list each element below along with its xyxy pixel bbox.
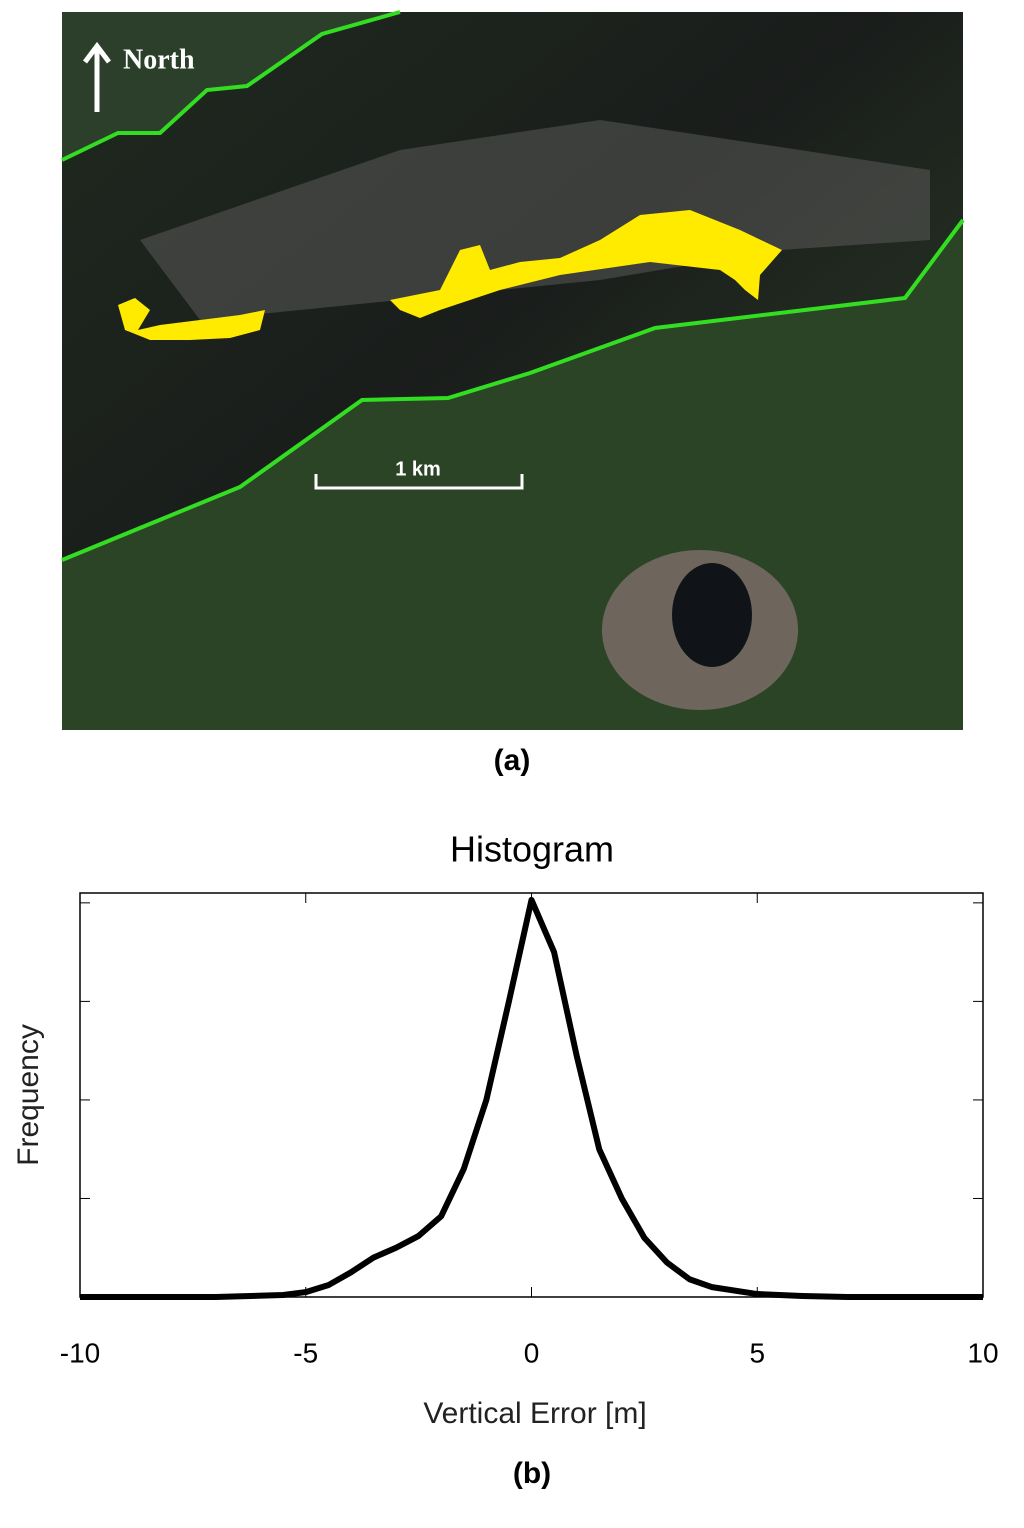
x-tick-label: -5: [293, 1337, 318, 1368]
boundary-line: [61, 218, 965, 562]
north-arrow: [83, 41, 111, 112]
scale-label: 1 km: [395, 458, 441, 480]
satellite-image: North 1 km: [61, 10, 965, 730]
caption: (b): [513, 1457, 551, 1490]
chart-title: Histogram: [450, 829, 614, 870]
plot-frame: [79, 892, 984, 1298]
y-axis-label: Frequency: [12, 1024, 45, 1166]
x-tick-label: 10: [967, 1337, 998, 1368]
data-line: [80, 896, 983, 1300]
x-tick-label: -10: [60, 1337, 100, 1368]
ridge: [140, 120, 930, 320]
boundary-line: [61, 10, 401, 162]
crater: [672, 563, 752, 667]
caption: (a): [494, 744, 531, 777]
x-tick-label: 5: [749, 1337, 765, 1368]
lava-area: [118, 298, 265, 340]
north-label: North: [123, 44, 195, 75]
x-tick-label: 0: [524, 1337, 540, 1368]
x-axis-label: Vertical Error [m]: [423, 1397, 646, 1430]
scale-bar: [314, 474, 524, 490]
lava-area: [390, 210, 782, 318]
